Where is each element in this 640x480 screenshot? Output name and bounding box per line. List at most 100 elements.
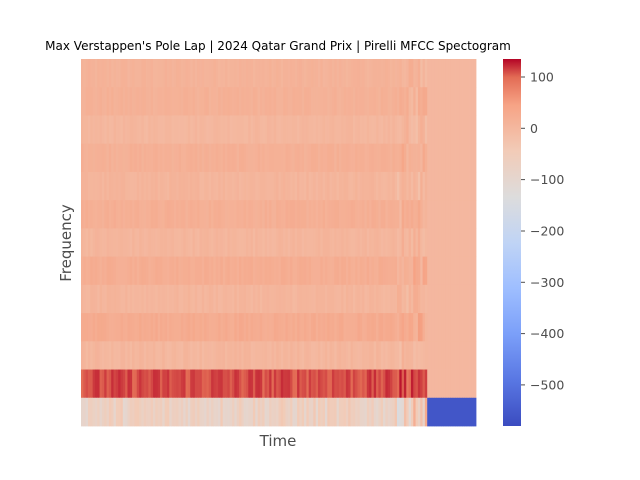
heatmap-cell (236, 171, 240, 201)
heatmap-cell (371, 369, 375, 399)
heatmap-cell (324, 200, 328, 229)
heatmap-cell (259, 171, 263, 201)
heatmap-cell (259, 397, 263, 427)
heatmap-cell (429, 284, 433, 314)
heatmap-cell (301, 171, 305, 201)
heatmap-cell (164, 397, 168, 427)
heatmap-cell (178, 256, 182, 286)
heatmap-cell (83, 171, 87, 201)
heatmap-cell (410, 87, 414, 116)
heatmap-cell (234, 228, 238, 258)
heatmap-cell (348, 256, 351, 286)
heatmap-cell (113, 200, 117, 229)
heatmap-cell (462, 228, 465, 258)
heatmap-cell (136, 369, 140, 399)
heatmap-cell (399, 143, 403, 173)
heatmap-cell (222, 115, 226, 145)
heatmap-cell (83, 341, 87, 370)
heatmap-cell (220, 115, 224, 145)
heatmap-cell (462, 87, 465, 116)
heatmap-cell (287, 59, 291, 88)
heatmap-cell (104, 59, 107, 88)
heatmap-cell (469, 171, 472, 201)
heatmap-cell (287, 284, 291, 314)
heatmap-cell (308, 256, 312, 286)
heatmap-cell (122, 200, 126, 229)
heatmap-cell (150, 87, 154, 116)
heatmap-cell (218, 115, 221, 145)
heatmap-cell (187, 313, 191, 342)
heatmap-cell (324, 171, 328, 201)
heatmap-cell (427, 313, 430, 342)
heatmap-cell (199, 143, 203, 173)
heatmap-cell (90, 59, 94, 88)
heatmap-cell (101, 256, 105, 286)
heatmap-cell (417, 115, 421, 145)
heatmap-cell (150, 369, 154, 399)
heatmap-cell (369, 369, 372, 399)
heatmap-cell (222, 256, 226, 286)
heatmap-cell (92, 87, 96, 116)
heatmap-cell (373, 369, 377, 399)
heatmap-cell (155, 143, 159, 173)
heatmap-cell (352, 341, 356, 370)
heatmap-cell (329, 171, 333, 201)
heatmap-cell (280, 115, 284, 145)
heatmap-cell (194, 228, 198, 258)
heatmap-cell (132, 369, 135, 399)
heatmap-cell (355, 171, 358, 201)
heatmap-cell (262, 143, 265, 173)
heatmap-cell (139, 87, 142, 116)
heatmap-cell (115, 200, 119, 229)
heatmap-cell (178, 171, 182, 201)
heatmap-cell (218, 397, 221, 427)
heatmap-cell (257, 200, 261, 229)
heatmap-cell (352, 369, 356, 399)
heatmap-cell (157, 397, 161, 427)
heatmap-cell (206, 87, 210, 116)
heatmap-cell (294, 341, 298, 370)
heatmap-cell (380, 397, 384, 427)
heatmap-cell (252, 284, 256, 314)
heatmap-cell (120, 313, 124, 342)
heatmap-cell (329, 143, 333, 173)
heatmap-cell (394, 369, 398, 399)
heatmap-cell (331, 171, 335, 201)
heatmap-cell (215, 284, 219, 314)
heatmap-cell (262, 341, 265, 370)
heatmap-cell (269, 59, 272, 88)
heatmap-cell (257, 397, 261, 427)
heatmap-cell (455, 87, 458, 116)
heatmap-cell (87, 313, 91, 342)
heatmap-cell (352, 143, 356, 173)
heatmap-cell (166, 87, 170, 116)
heatmap-cell (239, 143, 242, 173)
heatmap-cell (452, 228, 456, 258)
heatmap-cell (355, 115, 358, 145)
heatmap-cell (241, 115, 245, 145)
heatmap-cell (441, 397, 444, 427)
heatmap-cell (390, 313, 393, 342)
heatmap-cell (122, 143, 126, 173)
heatmap-cell (81, 369, 84, 399)
heatmap-cell (436, 200, 440, 229)
heatmap-cell (343, 87, 347, 116)
heatmap-cell (401, 284, 405, 314)
heatmap-cell (403, 341, 407, 370)
heatmap-cell (118, 115, 121, 145)
heatmap-cell (403, 143, 407, 173)
heatmap-cell (211, 200, 214, 229)
heatmap-cell (104, 284, 107, 314)
heatmap-cell (297, 143, 300, 173)
heatmap-cell (266, 200, 270, 229)
heatmap-cell (355, 284, 358, 314)
heatmap-cell (94, 59, 98, 88)
heatmap-cell (134, 256, 138, 286)
heatmap-cell (357, 87, 361, 116)
colorbar-tick-label: −500 (530, 377, 564, 392)
heatmap-cell (441, 256, 444, 286)
heatmap-cell (92, 341, 96, 370)
heatmap-cell (448, 87, 451, 116)
heatmap-cell (111, 256, 114, 286)
heatmap-cell (222, 87, 226, 116)
